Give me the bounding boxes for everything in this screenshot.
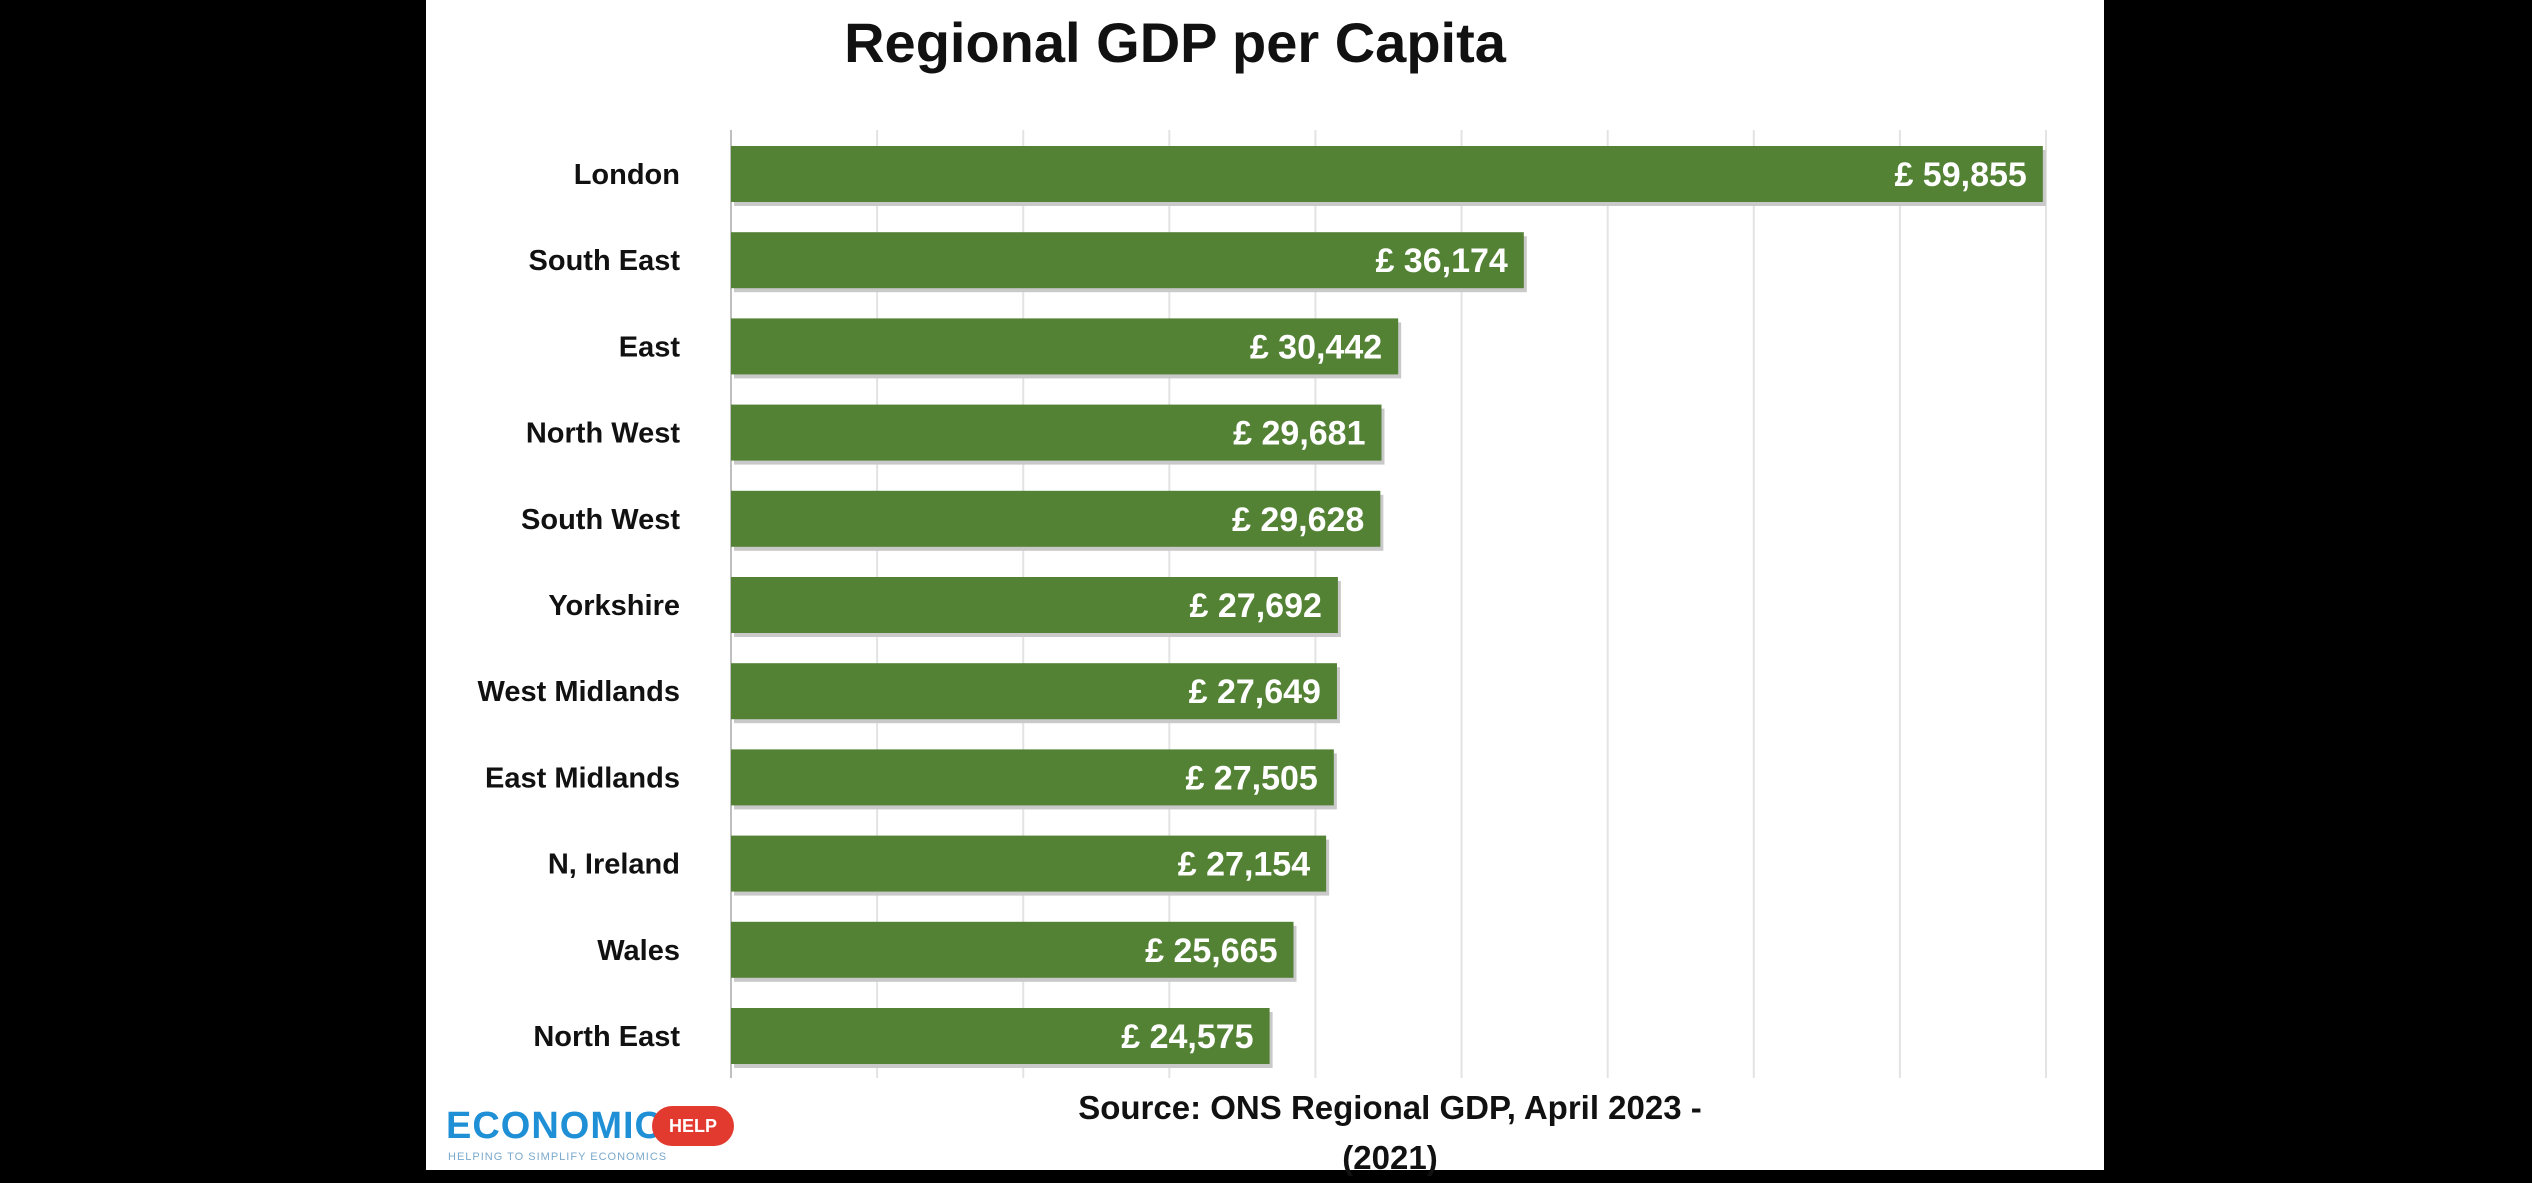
bar [731,146,2043,202]
bar-value-label: £ 30,442 [1250,328,1382,366]
economics-help-logo: ECONOMICS HELP HELPING TO SIMPLIFY ECONO… [446,1100,746,1166]
category-label: South East [529,245,681,277]
category-label: South West [521,504,680,536]
bar-value-label: £ 27,692 [1190,587,1322,625]
logo-badge: HELP [652,1106,734,1146]
bar [731,232,1524,289]
bar [731,577,1338,633]
bar [731,404,1382,461]
bar-value-label: £ 24,575 [1121,1018,1253,1056]
category-label: N, Ireland [548,849,680,881]
category-label: North West [526,418,680,450]
category-label: North East [533,1021,680,1053]
bar [731,921,1294,978]
category-label: London [574,159,680,191]
bar [731,749,1334,806]
bar-value-label: £ 59,855 [1894,156,2026,194]
bar-value-label: £ 36,174 [1375,242,1507,280]
bar-value-label: £ 27,649 [1189,673,1321,711]
bar [731,663,1337,720]
bar [731,835,1327,892]
bar-value-label: £ 29,681 [1233,415,1365,453]
category-label: Wales [597,935,680,967]
bar-value-label: £ 27,505 [1185,759,1317,797]
chart-title-wrap: Regional GDP per Capita [426,8,2104,78]
logo-word: ECONOMICS [446,1105,690,1147]
bar [731,490,1381,547]
bar [731,1008,1270,1064]
bar [731,318,1399,375]
logo-tagline: HELPING TO SIMPLIFY ECONOMICS [448,1151,668,1163]
category-label: East Midlands [485,762,680,794]
bar-value-label: £ 29,628 [1232,501,1364,539]
chart-source: Source: ONS Regional GDP, April 2023 - (… [1078,1089,1702,1176]
category-label: West Midlands [478,676,681,708]
bar-value-label: £ 25,665 [1145,932,1277,970]
bar-value-label: £ 27,154 [1178,846,1310,884]
category-label: East [619,331,681,363]
category-label: Yorkshire [548,590,680,622]
chart-title: Regional GDP per Capita [844,11,1506,74]
